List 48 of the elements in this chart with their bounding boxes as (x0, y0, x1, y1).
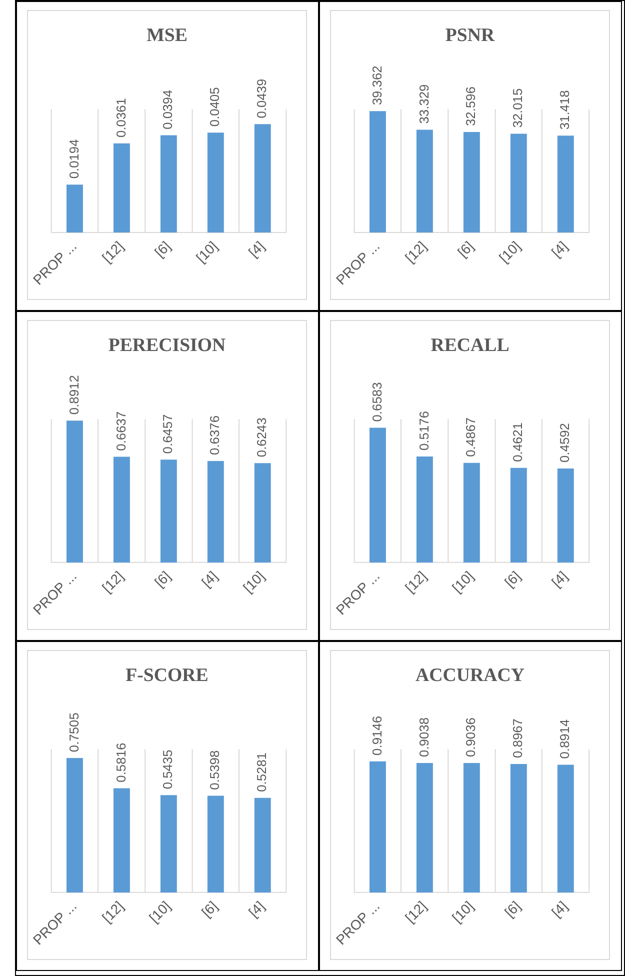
chart-title: ACCURACY (416, 665, 525, 686)
data-label: 0.4867 (463, 417, 478, 457)
data-label: 0.5816 (113, 742, 128, 782)
data-label: 0.7505 (66, 712, 82, 752)
data-label: 0.9038 (416, 717, 432, 757)
x-tick-label: [4] (548, 238, 570, 260)
x-tick-label: [6] (501, 898, 524, 920)
chart-title: PSNR (445, 25, 495, 46)
data-label: 0.4621 (510, 422, 526, 462)
data-label: 0.9146 (369, 716, 384, 756)
data-label: 32.015 (510, 88, 526, 128)
data-label: 0.5435 (160, 750, 176, 790)
data-label: 0.6376 (207, 415, 222, 455)
x-tick-label: [6] (198, 898, 220, 920)
data-label: 0.5398 (207, 750, 222, 790)
data-label: 0.5281 (254, 752, 270, 792)
chart-title: PERECISION (108, 335, 226, 356)
data-label: 0.8914 (557, 719, 572, 759)
data-label: 0.6457 (160, 414, 176, 454)
x-tick-label: [4] (548, 898, 570, 920)
data-label: 0.5176 (416, 411, 432, 451)
x-tick-label: [4] (245, 898, 268, 920)
data-label: 0.9036 (463, 718, 478, 758)
x-tick-label: [4] (548, 568, 570, 590)
x-tick-label: [6] (151, 568, 174, 590)
chart-title: RECALL (430, 335, 510, 356)
x-tick-label: [4] (245, 238, 268, 260)
data-label: 0.0361 (113, 98, 128, 138)
data-label: 33.329 (416, 84, 432, 124)
data-label: 0.8967 (510, 718, 526, 758)
x-tick-label: [6] (501, 568, 524, 590)
data-label: 0.8912 (66, 375, 82, 415)
data-label: 32.596 (463, 86, 478, 126)
data-label: 0.0439 (254, 78, 270, 118)
data-label: 0.6583 (369, 382, 384, 422)
data-label: 0.0394 (160, 90, 176, 130)
x-tick-label: [6] (454, 238, 477, 260)
data-label: 31.418 (557, 90, 572, 130)
data-label: 39.362 (369, 66, 384, 106)
x-tick-label: [4] (198, 568, 220, 590)
x-tick-label: [6] (151, 238, 174, 260)
data-label: 0.4592 (557, 423, 572, 463)
data-label: 0.0405 (207, 87, 222, 127)
data-label: 0.6243 (254, 418, 270, 458)
chart-title: MSE (146, 25, 188, 46)
chart-title: F-SCORE (126, 665, 208, 686)
data-label: 0.6637 (113, 411, 128, 451)
data-label: 0.0194 (66, 139, 82, 179)
